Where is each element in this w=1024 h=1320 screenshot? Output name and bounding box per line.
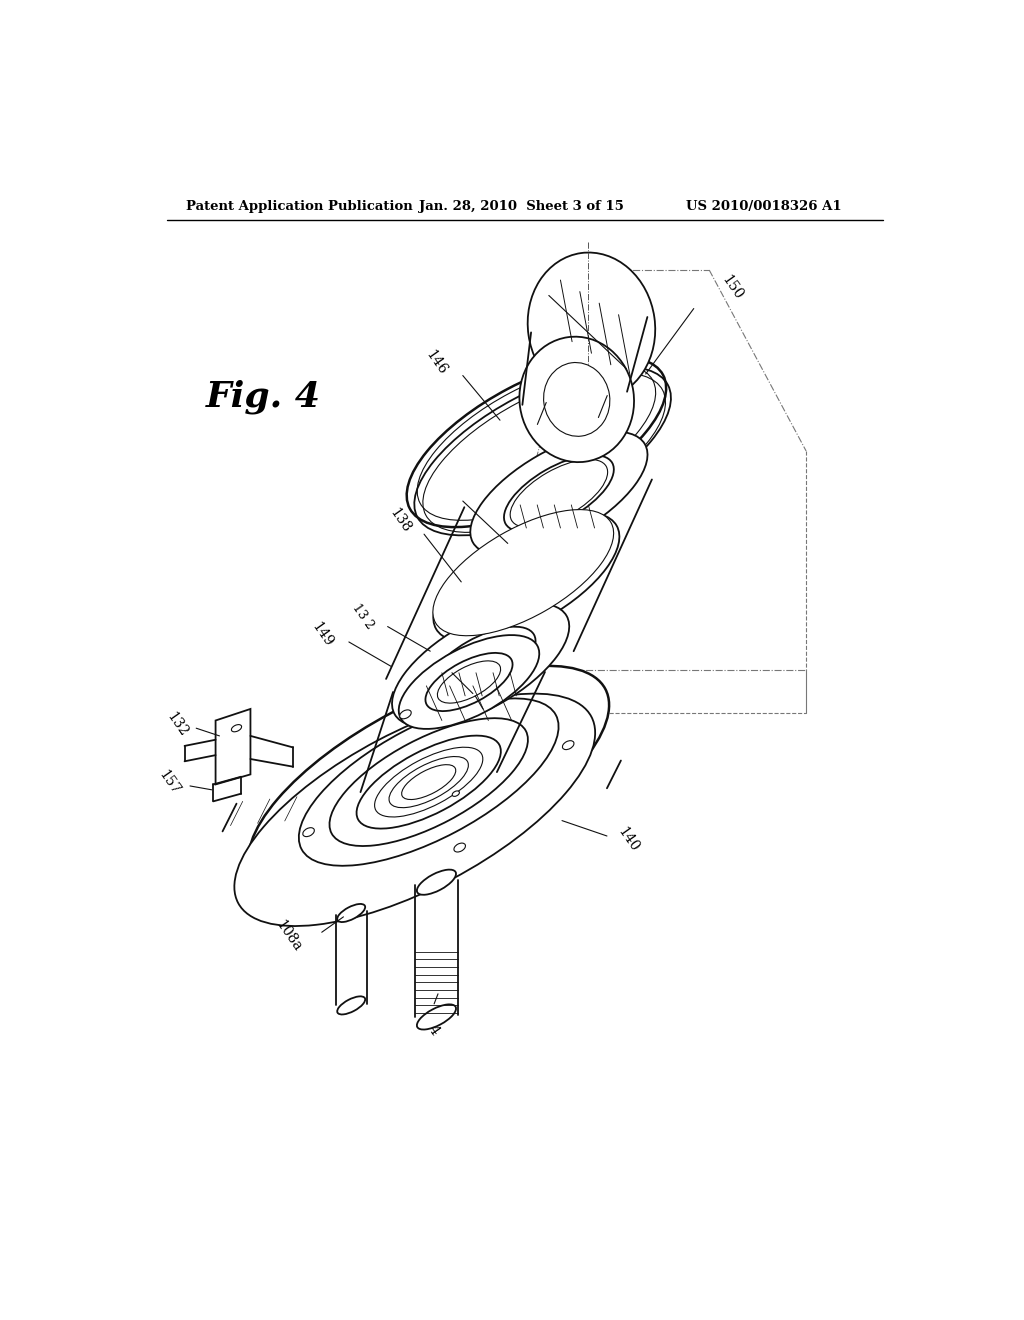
Polygon shape — [216, 709, 251, 784]
Ellipse shape — [453, 791, 460, 796]
Ellipse shape — [299, 698, 558, 866]
Ellipse shape — [470, 432, 647, 556]
Ellipse shape — [398, 635, 540, 729]
Text: 150: 150 — [719, 273, 745, 302]
Text: Patent Application Publication: Patent Application Publication — [186, 199, 413, 213]
Ellipse shape — [407, 356, 667, 527]
Ellipse shape — [527, 252, 655, 400]
Text: 149: 149 — [309, 619, 336, 649]
Text: 13 2: 13 2 — [349, 602, 376, 632]
Text: Jan. 28, 2010  Sheet 3 of 15: Jan. 28, 2010 Sheet 3 of 15 — [419, 199, 624, 213]
Ellipse shape — [399, 710, 412, 719]
Text: 142: 142 — [423, 473, 450, 503]
Text: 114: 114 — [416, 1010, 442, 1039]
Text: 140: 140 — [614, 825, 641, 855]
Text: 132: 132 — [164, 710, 190, 739]
Ellipse shape — [231, 725, 242, 731]
Ellipse shape — [433, 512, 620, 643]
Text: 138: 138 — [387, 506, 414, 535]
Ellipse shape — [426, 627, 536, 704]
Ellipse shape — [417, 870, 456, 895]
Ellipse shape — [519, 337, 634, 462]
Text: 115: 115 — [424, 652, 444, 681]
Ellipse shape — [562, 741, 574, 750]
Ellipse shape — [330, 718, 528, 846]
Ellipse shape — [454, 843, 466, 851]
Ellipse shape — [392, 603, 569, 727]
Text: 108a: 108a — [273, 917, 305, 954]
Ellipse shape — [303, 828, 314, 837]
Ellipse shape — [248, 665, 609, 899]
Ellipse shape — [389, 756, 468, 808]
Text: US 2010/0018326 A1: US 2010/0018326 A1 — [686, 199, 842, 213]
Ellipse shape — [401, 764, 456, 800]
Text: Fig. 4: Fig. 4 — [206, 380, 322, 414]
Text: 144: 144 — [444, 675, 465, 705]
Ellipse shape — [375, 747, 483, 817]
Ellipse shape — [337, 997, 366, 1015]
Ellipse shape — [425, 653, 513, 711]
Ellipse shape — [234, 693, 595, 927]
Ellipse shape — [356, 735, 501, 829]
Ellipse shape — [433, 510, 613, 636]
Ellipse shape — [417, 1005, 456, 1030]
Text: 146: 146 — [423, 347, 450, 378]
Ellipse shape — [544, 363, 610, 437]
Ellipse shape — [504, 455, 613, 532]
Ellipse shape — [437, 661, 501, 704]
Ellipse shape — [337, 904, 366, 923]
Text: 157: 157 — [156, 767, 182, 797]
